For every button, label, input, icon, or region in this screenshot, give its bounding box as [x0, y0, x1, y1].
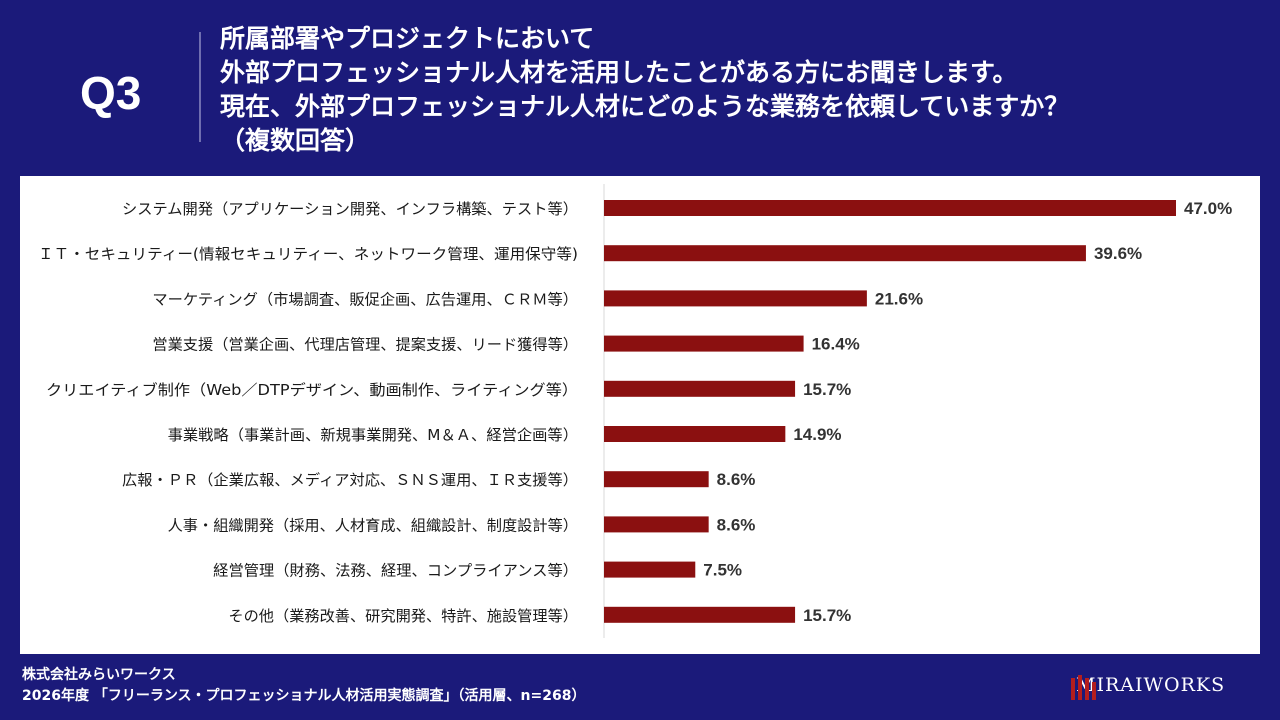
question-number: Q3 — [80, 67, 142, 119]
category-label: システム開発（アプリケーション開発、インフラ構築、テスト等） — [122, 200, 578, 218]
data-label: 15.7% — [803, 606, 851, 625]
question-text: 所属部署やプロジェクトにおいて 外部プロフェッショナル人材を活用したことがある方… — [220, 22, 1069, 158]
bar — [604, 426, 786, 442]
data-label: 8.6% — [717, 470, 756, 489]
data-label: 16.4% — [812, 335, 860, 354]
footer: 株式会社みらいワークス 2026年度 「フリーランス・プロフェッショナル人材活用… — [22, 665, 585, 707]
bar-chart: システム開発（アプリケーション開発、インフラ構築、テスト等） 47.0% ＩＴ・セキ… — [38, 184, 1232, 638]
question-line-1: 所属部署やプロジェクトにおいて — [220, 24, 595, 53]
bar — [604, 380, 796, 397]
header-divider — [199, 32, 201, 142]
bar — [604, 606, 796, 623]
bar — [604, 516, 709, 533]
category-label: マーケティング（市場調査、販促企画、広告運用、ＣＲＭ等） — [152, 290, 578, 308]
data-label: 39.6% — [1094, 244, 1142, 263]
data-label: 8.6% — [717, 515, 756, 534]
footer-company: 株式会社みらいワークス — [22, 667, 176, 683]
category-label: クリエイティブ制作（Web／DTPデザイン、動画制作、ライティング等） — [46, 381, 578, 399]
data-label: 7.5% — [703, 561, 742, 580]
category-label: 広報・ＰＲ（企業広報、メディア対応、ＳＮＳ運用、ＩＲ支援等） — [122, 471, 578, 489]
category-label: ＩＴ・セキュリティー(情報セキュリティー、ネットワーク管理、運用保守等) — [38, 245, 578, 263]
category-label: 経営管理（財務、法務、経理、コンプライアンス等） — [213, 562, 578, 580]
category-label: 事業戦略（事業計画、新規事業開発、M＆Ａ、経営企画等） — [168, 426, 578, 444]
question-line-4: （複数回答） — [220, 126, 371, 155]
question-line-3: 現在、外部プロフェッショナル人材にどのような業務を依頼していますか？ — [220, 92, 1070, 121]
category-label: 営業支援（営業企画、代理店管理、提案支援、リード獲得等） — [152, 336, 578, 354]
company-logo: MIRAIWORKS — [1068, 674, 1226, 700]
category-label: 人事・組織開発（採用、人材育成、組織設計、制度設計等） — [168, 516, 578, 534]
data-label: 14.9% — [793, 425, 841, 444]
logo-text: MIRAIWORKS — [1076, 674, 1226, 696]
bar — [604, 200, 1176, 216]
footer-source: 2026年度 「フリーランス・プロフェッショナル人材活用実態調査」（活用層、n=… — [22, 688, 586, 704]
chart-panel: システム開発（アプリケーション開発、インフラ構築、テスト等） 47.0% ＩＴ・セキ… — [20, 176, 1260, 654]
bar — [604, 561, 696, 578]
data-label: 21.6% — [875, 289, 923, 308]
bar — [604, 245, 1086, 262]
data-label: 47.0% — [1184, 199, 1232, 218]
bar — [604, 335, 804, 352]
category-label: その他（業務改善、研究開発、特許、施設管理等） — [228, 607, 578, 625]
bar — [604, 290, 867, 307]
data-label: 15.7% — [803, 380, 851, 399]
logo-mark-icon — [1071, 675, 1096, 700]
bar — [604, 471, 709, 488]
question-line-2: 外部プロフェッショナル人材を活用したことがある方にお聞きします。 — [220, 58, 1018, 87]
